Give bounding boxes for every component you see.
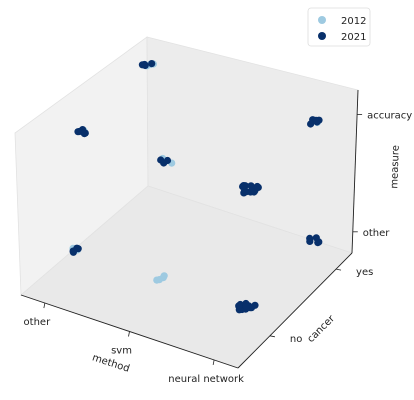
scatter-point-2021 xyxy=(251,301,259,309)
y-tick-mark xyxy=(335,268,342,271)
scatter-point-2021 xyxy=(141,60,149,69)
x-tick-label: svm xyxy=(111,346,132,357)
legend: 2012 2021 xyxy=(307,7,371,47)
scatter-point-2021 xyxy=(240,182,248,190)
y-axis-label: cancer xyxy=(305,313,337,345)
x-tick-label: other xyxy=(24,317,52,328)
data-points xyxy=(69,60,323,314)
x-tick-mark xyxy=(128,331,130,337)
scatter-point-2021 xyxy=(248,188,256,196)
legend-label-2012: 2012 xyxy=(341,16,366,27)
z-tick-label: accuracy xyxy=(367,110,412,121)
legend-label-2021: 2021 xyxy=(341,32,366,43)
scatter-point-2021 xyxy=(315,238,323,246)
tick-labels: other svm neural network no yes other accuracy xyxy=(24,110,413,385)
z-axis-label: measure xyxy=(389,145,402,189)
scatter-point-2021 xyxy=(247,182,255,190)
scatter-point-2021 xyxy=(313,118,321,126)
x-tick-mark xyxy=(212,359,215,366)
y-axis-line xyxy=(237,252,353,369)
z-tick-label: other xyxy=(363,228,391,239)
axis-ticks xyxy=(43,114,363,366)
scatter-point-2021 xyxy=(157,156,165,164)
x-tick-label: neural network xyxy=(168,374,244,385)
scatter-point-2021 xyxy=(80,130,88,138)
z-axis-line xyxy=(351,89,359,254)
scatter-point-2012 xyxy=(160,272,168,280)
y-tick-label: no xyxy=(290,334,302,345)
scatter-point-2021 xyxy=(74,128,82,136)
axes-panes xyxy=(14,36,359,369)
legend-marker-2012 xyxy=(318,16,326,24)
scatter-point-2021 xyxy=(235,302,243,310)
x-tick-mark xyxy=(43,302,46,309)
scatter-point-2021 xyxy=(148,60,156,68)
y-tick-label: yes xyxy=(356,267,373,278)
scatter-point-2012 xyxy=(155,276,163,284)
scatter-point-2021 xyxy=(306,237,314,245)
scatter-point-2021 xyxy=(69,247,77,255)
scatter-point-2021 xyxy=(307,120,315,128)
scatter-point-2021 xyxy=(163,156,172,165)
y-tick-mark xyxy=(269,335,275,338)
scatter-point-2021 xyxy=(242,302,250,310)
scatter-point-2021 xyxy=(242,188,250,196)
scatter-point-2021 xyxy=(253,182,261,191)
legend-marker-2021 xyxy=(318,32,326,40)
